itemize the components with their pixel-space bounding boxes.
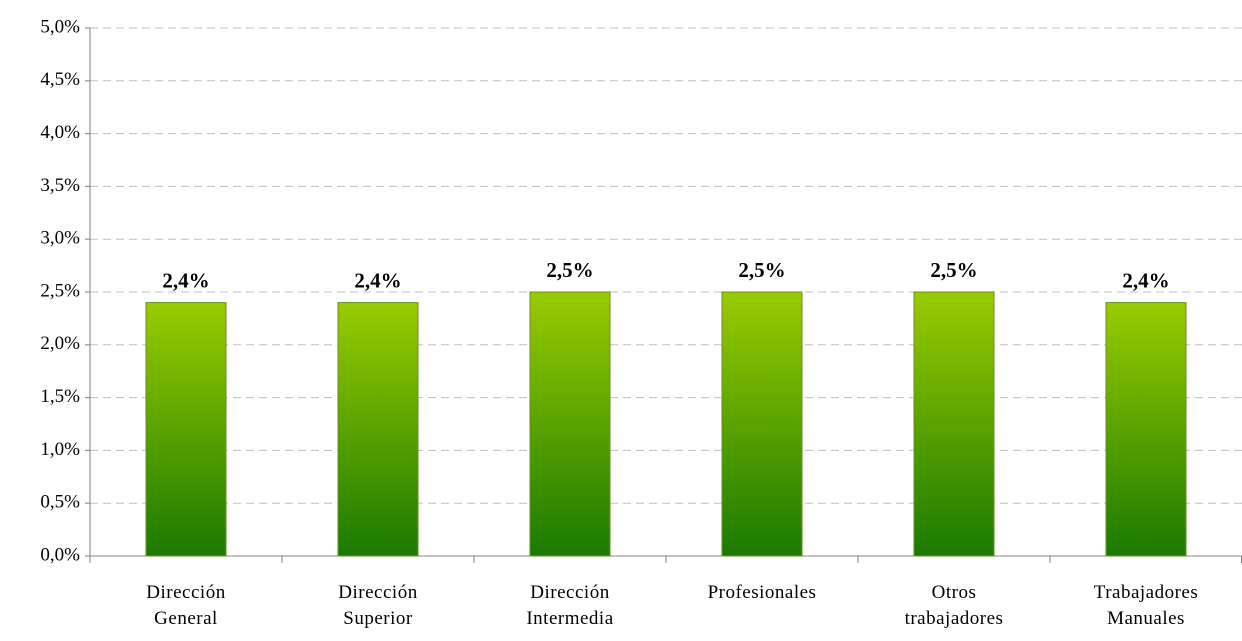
data-label: 2,4% — [1122, 268, 1169, 292]
bar — [529, 291, 611, 557]
x-tick-label: Otros trabajadores — [904, 582, 1004, 629]
data-label: 2,5% — [738, 258, 785, 282]
bar — [337, 302, 419, 557]
y-tick-label: 4,0% — [40, 122, 80, 143]
x-tick-label: Profesionales — [707, 582, 817, 603]
y-tick-label: 1,5% — [40, 386, 80, 407]
y-tick-label: 1,0% — [40, 439, 80, 460]
x-tick-label: Dirección General — [146, 582, 226, 629]
bar — [721, 291, 803, 557]
data-label: 2,5% — [930, 258, 977, 282]
y-tick-label: 0,5% — [40, 492, 80, 513]
bar — [913, 291, 995, 557]
y-tick-label: 2,0% — [40, 333, 80, 354]
x-tick-label: Dirección Intermedia — [526, 582, 614, 629]
y-tick-label: 5,0% — [40, 16, 80, 37]
bar — [145, 302, 227, 557]
y-tick-label: 2,5% — [40, 280, 80, 301]
bar — [1105, 302, 1187, 557]
data-label: 2,4% — [354, 268, 401, 292]
data-label: 2,5% — [546, 258, 593, 282]
y-tick-label: 3,0% — [40, 228, 80, 249]
y-tick-label: 0,0% — [40, 544, 80, 565]
y-tick-label: 3,5% — [40, 175, 80, 196]
x-tick-label: Dirección Superior — [338, 582, 418, 629]
x-tick-label: Trabajadores Manuales — [1093, 582, 1199, 629]
y-tick-label: 4,5% — [40, 69, 80, 90]
data-label: 2,4% — [162, 268, 209, 292]
